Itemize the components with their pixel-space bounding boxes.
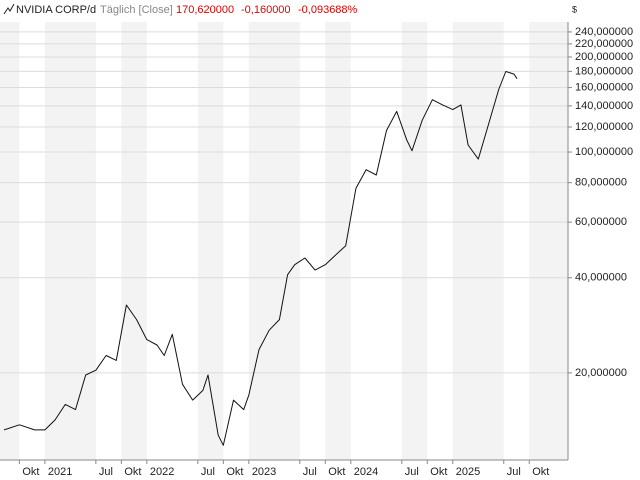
x-tick-label: 2021 xyxy=(48,466,72,478)
shade-band xyxy=(197,22,224,460)
shade-band xyxy=(121,22,147,460)
shade-band xyxy=(529,22,568,460)
x-tick-label: Jul xyxy=(99,466,113,478)
price-line xyxy=(3,71,518,446)
shade-band xyxy=(401,22,428,460)
x-tick-label: 2025 xyxy=(456,466,480,478)
y-tick-label: 140,000000 xyxy=(575,100,633,112)
line-icon xyxy=(3,3,15,15)
last-price: 170,620000 xyxy=(176,4,234,16)
x-tick-label: Okt xyxy=(430,466,447,478)
y-tick-label: 240,000000 xyxy=(575,26,633,38)
shade-band xyxy=(0,22,20,460)
y-tick-label: 180,000000 xyxy=(575,65,633,77)
shade-band xyxy=(248,22,300,460)
x-tick-label: 2022 xyxy=(150,466,174,478)
y-tick-label: 200,000000 xyxy=(575,51,633,63)
y-tick-label: 80,000000 xyxy=(575,177,627,189)
x-tick-label: Jul xyxy=(303,466,317,478)
x-tick-label: Okt xyxy=(328,466,345,478)
y-tick-label: 160,000000 xyxy=(575,81,633,93)
x-tick-label: Okt xyxy=(124,466,141,478)
y-tick-label: 100,000000 xyxy=(575,146,633,158)
x-tick-label: 2023 xyxy=(252,466,276,478)
y-tick-label: 20,000000 xyxy=(575,367,627,379)
shade-band xyxy=(452,22,504,460)
x-tick-label: Okt xyxy=(226,466,243,478)
change: -0,160000 xyxy=(241,4,291,16)
shade-band xyxy=(44,22,96,460)
y-tick-label: 40,000000 xyxy=(575,272,627,284)
x-tick-label: Okt xyxy=(532,466,549,478)
y-tick-label: 60,000000 xyxy=(575,216,627,228)
change-percent: -0,093688% xyxy=(298,4,358,16)
y-tick-label: 220,000000 xyxy=(575,38,633,50)
chart-title: NVIDIA CORP/d xyxy=(16,4,96,16)
y-axis-label: $ xyxy=(572,4,577,14)
x-tick-label: Jul xyxy=(507,466,521,478)
x-tick-label: Okt xyxy=(22,466,39,478)
y-tick-label: 120,000000 xyxy=(575,121,633,133)
x-tick-label: Jul xyxy=(405,466,419,478)
x-tick-label: Jul xyxy=(201,466,215,478)
x-tick-label: 2024 xyxy=(354,466,378,478)
chart-subtitle: Täglich [Close] xyxy=(100,4,173,16)
